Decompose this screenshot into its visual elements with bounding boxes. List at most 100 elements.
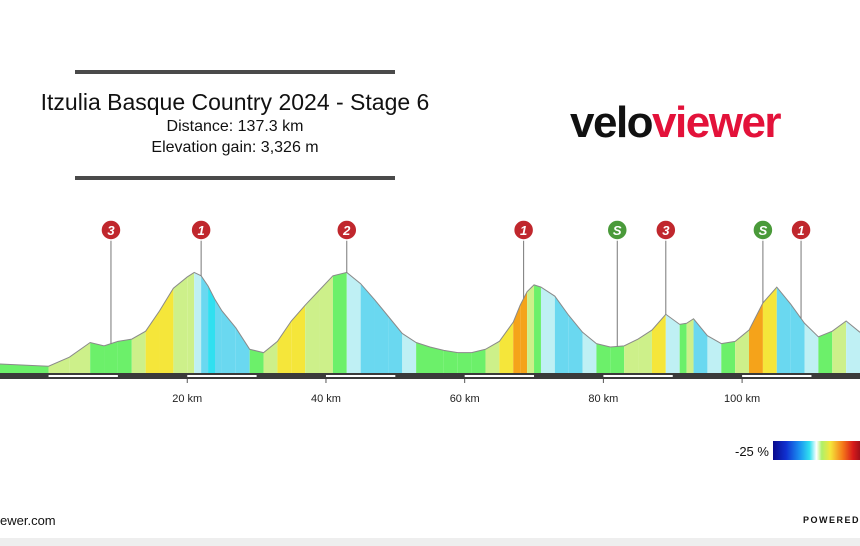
profile-segment [707,335,722,373]
profile-segment [846,321,860,373]
climb-marker-cat-3 [655,219,677,241]
profile-segment [534,284,541,373]
climb-marker-cat-3-label: 3 [662,223,670,238]
profile-segment [263,341,278,373]
climb-marker-cat-1-label: 1 [797,223,804,238]
profile-segment [762,287,777,373]
profile-segment [485,341,500,373]
profile-segment [221,310,236,373]
profile-segment [776,287,791,373]
profile-segment [735,330,750,373]
profile-segment [69,342,91,373]
profile-segment [721,341,736,373]
profile-segment [187,272,195,373]
x-axis-tick-label: 100 km [724,393,760,405]
profile-segment [0,363,49,373]
climb-marker-cat-1-label: 1 [198,223,205,238]
profile-segment [430,347,444,373]
sprint-marker-label: S [759,223,768,238]
climb-marker-cat-3 [100,219,122,241]
distance-bar-stripe [603,375,673,377]
profile-segment [117,339,132,373]
profile-segment [159,288,174,373]
profile-segment [457,352,472,373]
x-axis-tick-label: 60 km [450,393,480,405]
profile-segment [194,272,202,373]
profile-segment [596,343,611,373]
distance-bar-stripe [464,375,535,377]
profile-segment [499,322,514,373]
distance-label: Distance: 137.3 km [166,118,304,135]
climb-marker-cat-1-label: 1 [520,223,527,238]
profile-segment [305,290,320,373]
profile-segment [693,318,708,373]
title-rule-top [75,70,395,74]
climb-marker-cat-1 [512,219,535,241]
profile-segment [624,339,639,373]
profile-segment [443,350,458,373]
elevation-gain-label: Elevation gain: 3,326 m [151,139,319,156]
climb-marker-cat-1 [190,219,212,241]
logo-part-velo: velo [570,98,654,147]
profile-segment [201,275,209,373]
distance-bar-stripe [48,375,118,377]
profile-segment [104,341,118,373]
profile-outline [0,271,860,367]
profile-segment [686,318,694,373]
x-axis-tick-label: 40 km [311,393,341,405]
climb-marker-cat-2-label: 2 [342,223,351,238]
x-axis-tick-label: 20 km [172,393,202,405]
profile-segment [790,304,805,373]
profile-segment [679,323,687,373]
profile-segment [520,291,528,373]
profile-segment [374,299,389,373]
profile-segment [291,305,306,373]
profile-segment [665,314,680,373]
gradient-legend-bar [773,441,860,460]
profile-segment [610,345,625,373]
profile-segment [131,331,146,373]
profile-segment [173,276,188,373]
profile-segment [416,342,430,373]
stage-title: Itzulia Basque Country 2024 - Stage 6 [40,89,430,115]
profile-segment [818,331,833,373]
profile-segment [332,272,347,373]
profile-segment [638,330,652,373]
profile-segment [540,287,555,373]
climb-marker-cat-1 [790,219,812,241]
profile-segment [832,321,847,373]
climb-marker-cat-3-label: 3 [107,223,115,238]
footer-site-url[interactable]: ewer.com [0,513,56,528]
climb-marker-cat-2 [336,219,358,241]
profile-segment [208,285,215,373]
veloviewer-logo: veloviewer [570,98,782,148]
profile-segment [568,315,583,373]
distance-bar-stripe [325,375,396,377]
profile-segment [651,314,666,373]
sprint-marker [606,219,629,241]
distance-bar-stripe [187,375,257,377]
footer-powered-by: POWERED B [803,515,860,525]
profile-segment [471,349,486,373]
profile-segment [346,272,361,373]
distance-bar-stripe [742,375,812,377]
profile-segment [90,342,105,373]
profile-segment [360,283,375,373]
profile-segment [235,327,250,373]
profile-segment [582,332,597,373]
logo-part-viewer: viewer [652,98,781,147]
profile-segment [513,305,521,373]
profile-segment [249,349,264,373]
profile-segment [527,284,535,373]
profile-segment [804,323,819,373]
gradient-legend-min-label: -25 % [735,444,769,459]
distance-bar [0,373,860,379]
profile-segment [277,321,292,373]
sprint-marker [752,219,774,241]
sprint-marker-label: S [613,223,622,238]
profile-segment [215,299,222,373]
bottom-strip [0,538,860,546]
profile-segment [388,316,403,373]
profile-segment [402,333,417,373]
